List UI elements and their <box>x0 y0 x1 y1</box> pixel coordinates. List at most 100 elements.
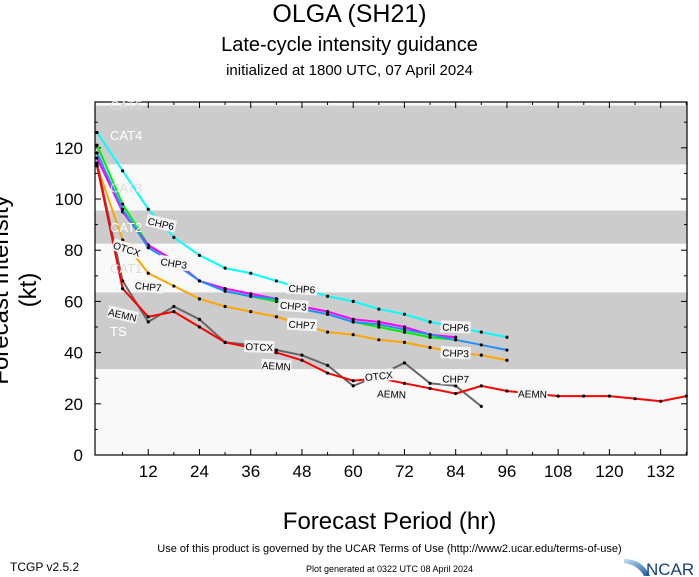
data-point <box>95 130 99 135</box>
data-point <box>454 338 458 342</box>
data-point <box>351 299 355 303</box>
data-point <box>351 384 355 388</box>
data-point <box>146 246 150 250</box>
data-point <box>274 297 278 301</box>
series-label-bg <box>277 298 309 313</box>
data-point <box>582 394 586 398</box>
data-point <box>223 287 227 291</box>
data-point <box>479 330 483 334</box>
data-point <box>249 310 253 314</box>
series-label-bg <box>440 372 471 385</box>
data-point <box>351 333 355 337</box>
data-point <box>121 287 125 291</box>
data-point <box>402 330 407 334</box>
data-point <box>428 320 432 324</box>
series-label: CHP3 <box>442 348 470 360</box>
series-label: CHP7 <box>442 374 469 386</box>
data-point <box>377 325 381 329</box>
data-point <box>146 271 150 275</box>
data-point <box>633 397 637 401</box>
series-label: CHP6 <box>442 322 470 334</box>
data-point <box>146 315 150 319</box>
data-point <box>325 371 330 375</box>
series-label-group: CHP6 <box>286 281 318 296</box>
series-label-group: CHP3 <box>158 254 190 272</box>
series-label-bg <box>440 346 471 360</box>
plot-frame <box>94 101 688 456</box>
data-point <box>172 310 176 314</box>
x-tick-label: 60 <box>344 462 363 481</box>
band-label: TS <box>110 324 127 339</box>
series-label-group: OTCX <box>244 340 275 354</box>
data-point <box>428 333 432 337</box>
data-point <box>479 404 483 408</box>
data-point <box>146 320 150 324</box>
data-point <box>505 358 509 362</box>
series-label-group: CHP6 <box>440 320 471 335</box>
x-tick-label: 36 <box>241 462 260 481</box>
x-tick-label: 72 <box>395 462 414 481</box>
data-point <box>223 289 227 293</box>
series-label: CHP3 <box>160 257 188 272</box>
series-label-bg <box>440 320 471 334</box>
x-tick-label: 12 <box>139 462 158 481</box>
band-cat5 <box>95 102 687 106</box>
data-point <box>197 317 202 321</box>
x-tick-label: 84 <box>446 462 465 481</box>
y-tick-label: 120 <box>55 139 83 158</box>
data-point <box>402 327 407 332</box>
chart-subtitle: Late-cycle intensity guidance <box>221 34 478 56</box>
data-point <box>274 315 278 319</box>
data-point <box>402 361 407 365</box>
data-point <box>377 322 381 327</box>
series-label: AEMN <box>377 389 406 401</box>
series-label-group: OTCX <box>363 368 395 384</box>
data-point <box>197 279 202 283</box>
series-label-group: CHP7 <box>440 372 471 386</box>
series-label: CHP3 <box>280 301 308 314</box>
data-point <box>249 271 253 275</box>
data-point <box>505 389 509 393</box>
chart-title: OLGA (SH21) <box>272 0 427 28</box>
data-point <box>223 340 227 344</box>
terms-of-use-text: Use of this product is governed by the U… <box>157 543 622 555</box>
data-point <box>402 340 407 344</box>
data-point <box>95 143 99 147</box>
data-point <box>351 379 355 383</box>
ncar-logo: NCAR <box>624 559 694 577</box>
data-point <box>146 207 150 211</box>
data-point <box>377 307 381 311</box>
band-label: CAT3 <box>110 180 142 195</box>
data-point <box>274 351 278 355</box>
data-point <box>454 391 458 396</box>
data-point <box>428 381 432 385</box>
data-point <box>684 394 688 398</box>
series-label-bg <box>286 281 318 296</box>
data-point <box>325 363 330 367</box>
y-tick-label: 20 <box>64 395 83 414</box>
band-label: CAT1 <box>110 261 142 276</box>
data-point <box>659 399 663 403</box>
x-axis-label: Forecast Period (hr) <box>282 508 497 535</box>
data-point <box>172 304 176 309</box>
data-point <box>274 279 278 283</box>
data-point <box>197 253 202 257</box>
labels-layer: CAT5CAT4CAT3CAT2CAT1TSCHP6CHP6CHP6CHP3CH… <box>106 98 548 401</box>
series-label-bg <box>158 254 190 272</box>
data-point <box>479 343 483 347</box>
series-label-bg <box>244 340 275 354</box>
band-cat4 <box>95 105 687 165</box>
data-point <box>505 348 509 352</box>
data-point <box>556 394 560 398</box>
series-label-group: CHP7 <box>286 317 318 332</box>
y-tick-label: 0 <box>74 446 83 465</box>
series-label-group: AEMN <box>376 387 407 401</box>
data-point <box>172 235 176 239</box>
data-point <box>325 312 330 316</box>
data-point <box>95 156 99 160</box>
band-td <box>95 369 687 455</box>
x-tick-label: 108 <box>544 462 572 481</box>
series-label: AEMN <box>261 361 291 374</box>
data-point <box>325 294 330 298</box>
series-label-group: CHP7 <box>132 278 164 295</box>
